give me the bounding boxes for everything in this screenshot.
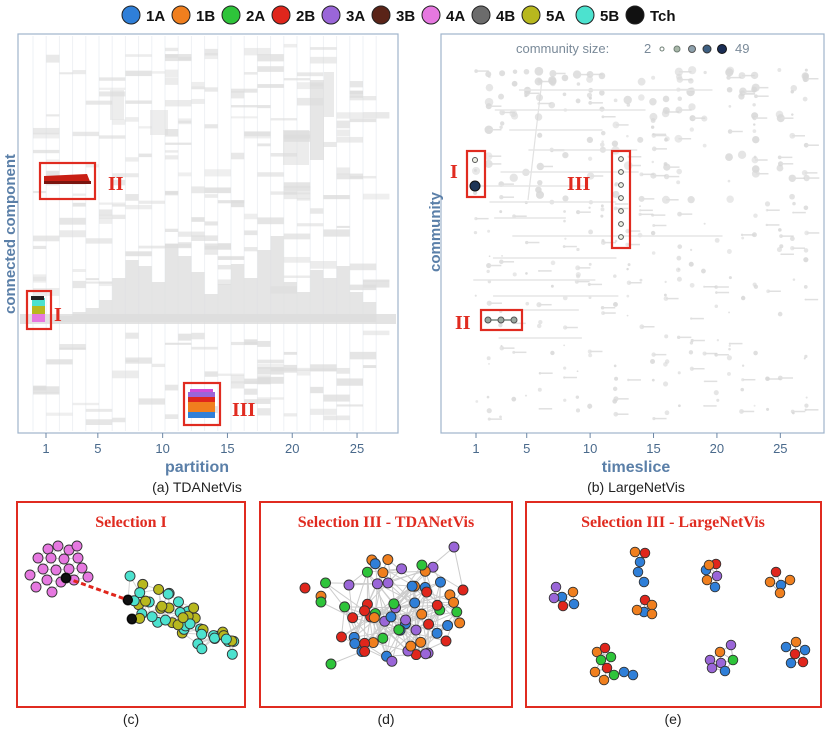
panel-d-network — [299, 541, 469, 670]
x-tick-label: 20 — [285, 441, 299, 456]
panel-a-selection-iii-bars — [188, 389, 215, 418]
panel-a-selection-i-bars — [31, 296, 45, 322]
legend-swatch-1a — [121, 5, 141, 25]
legend-label-2b: 2B — [296, 8, 315, 25]
legend-swatch-tch — [625, 5, 645, 25]
panel-e-network — [548, 546, 811, 686]
panel-b-x-ticks: 1 5 10 15 20 25 — [472, 433, 788, 456]
x-tick-label: 25 — [350, 441, 364, 456]
legend-label-5a: 5A — [546, 8, 565, 25]
panel-a-marker-ii: II — [108, 173, 124, 195]
x-tick-label: 25 — [773, 441, 787, 456]
panel-d-caption: (d) — [377, 711, 394, 727]
x-tick-label: 15 — [220, 441, 234, 456]
x-tick-label: 20 — [710, 441, 724, 456]
legend-label-3b: 3B — [396, 8, 415, 25]
x-tick-label: 1 — [472, 441, 479, 456]
legend-swatch-1b — [171, 5, 191, 25]
class-legend: 1A 1B 2A 2B 3A 3B 4A 4B 5A 5B Tch — [121, 5, 676, 25]
panel-a-selection-ii-box — [38, 161, 97, 201]
panel-c-title: Selection I — [95, 514, 167, 531]
panel-b-selection-ii-box — [479, 308, 524, 332]
legend-swatch-4a — [421, 5, 441, 25]
panel-b-marker-i: I — [450, 161, 458, 183]
panel-b-community-dots — [472, 66, 820, 421]
panel-d-frame — [259, 501, 513, 708]
size-legend-label: community size: — [516, 41, 609, 56]
panel-a-caption: (a) TDANetVis — [152, 479, 242, 495]
x-tick-label: 1 — [42, 441, 49, 456]
panel-b-caption: (b) LargeNetVis — [587, 479, 685, 495]
panel-b-size-legend: community size: 2 49 — [516, 41, 749, 56]
legend-swatch-5b — [575, 5, 595, 25]
panel-a-selection-i-box — [25, 289, 53, 331]
size-legend-max: 49 — [735, 41, 749, 56]
panel-e-selection-iii-largenetvis: Selection III - LargeNetVis (e) — [525, 501, 822, 727]
legend-swatch-3b — [371, 5, 391, 25]
x-tick-label: 15 — [646, 441, 660, 456]
panel-d-title: Selection III - TDANetVis — [298, 514, 474, 531]
legend-label-2a: 2A — [246, 8, 265, 25]
x-tick-label: 10 — [583, 441, 597, 456]
panel-a-y-axis-label: connected component — [2, 154, 19, 314]
panel-a-selection-iii-box — [182, 381, 222, 427]
panel-c-caption: (c) — [123, 711, 139, 727]
panel-b-selection-iii-box — [610, 149, 632, 250]
panel-e-caption: (e) — [664, 711, 681, 727]
legend-swatch-4b — [471, 5, 491, 25]
legend-label-5b: 5B — [600, 8, 619, 25]
legend-swatch-5a — [521, 5, 541, 25]
panel-c-network — [24, 540, 240, 660]
x-tick-label: 5 — [523, 441, 530, 456]
panel-b-y-axis-label: community — [427, 191, 444, 272]
panel-a-component-blocks — [20, 43, 396, 426]
panel-b-selection-i-dots — [469, 157, 481, 192]
panel-a-marker-iii: III — [232, 399, 256, 421]
panel-a-selection-ii-bar — [44, 174, 91, 184]
panel-b-marker-iii: III — [567, 173, 591, 195]
legend-swatch-2b — [271, 5, 291, 25]
x-tick-label: 10 — [155, 441, 169, 456]
legend-swatch-2a — [221, 5, 241, 25]
panel-a-marker-i: I — [54, 304, 62, 326]
legend-swatch-3a — [321, 5, 341, 25]
legend-label-4a: 4A — [446, 8, 465, 25]
legend-label-4b: 4B — [496, 8, 515, 25]
panel-a-x-ticks: 1 5 10 15 20 25 — [42, 433, 364, 456]
panel-b-selection-iii-dots — [618, 156, 624, 240]
panel-b-selection-ii-dots — [484, 316, 518, 324]
panel-b-largenetvis: community size: 2 49 I II III commu — [427, 33, 825, 495]
size-legend-min: 2 — [644, 41, 651, 56]
panel-b-selection-i-box — [465, 149, 487, 199]
legend-label-1b: 1B — [196, 8, 215, 25]
panel-b-marker-ii: II — [455, 312, 471, 334]
panel-e-title: Selection III - LargeNetVis — [581, 514, 765, 531]
legend-label-1a: 1A — [146, 8, 165, 25]
panel-a-tdanetvis: II I III connected component 1 5 10 15 20 25 … — [2, 33, 399, 495]
legend-label-3a: 3A — [346, 8, 365, 25]
panel-a-x-axis-label: partition — [165, 459, 229, 476]
panel-b-frame — [440, 33, 825, 434]
panel-d-selection-iii-tdanetvis: Selection III - TDANetVis (d) — [259, 501, 513, 727]
panel-c-selection-i: Selection I (c) — [16, 501, 246, 727]
panel-b-x-axis-label: timeslice — [602, 459, 671, 476]
legend-label-tch: Tch — [650, 8, 676, 25]
x-tick-label: 5 — [94, 441, 101, 456]
